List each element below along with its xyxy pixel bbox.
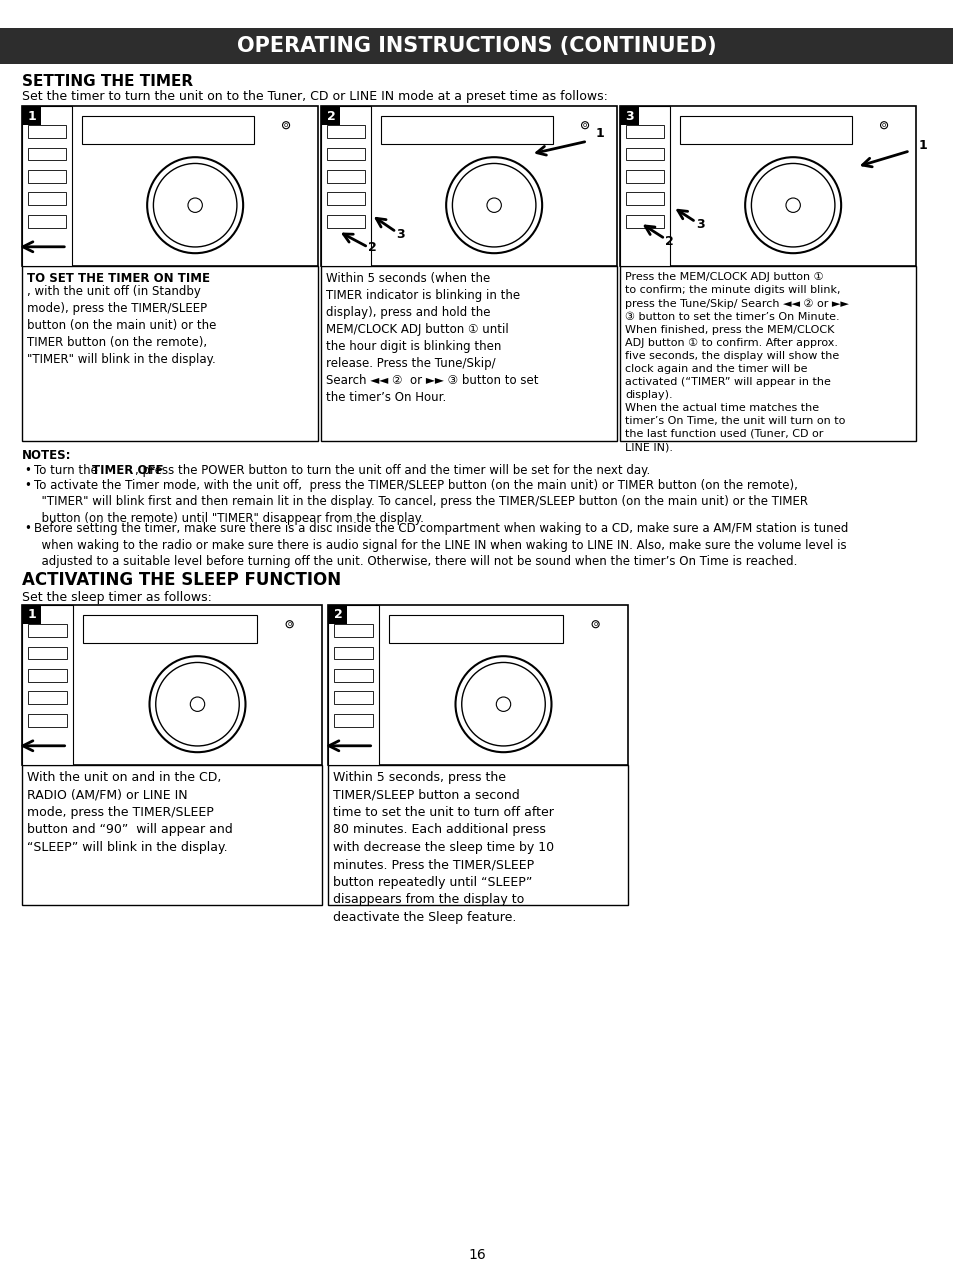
Text: OPERATING INSTRUCTIONS (CONTINUED): OPERATING INSTRUCTIONS (CONTINUED) xyxy=(237,36,716,56)
Bar xyxy=(619,106,670,266)
Text: 1: 1 xyxy=(917,139,926,151)
Text: TO SET THE TIMER ON TIME: TO SET THE TIMER ON TIME xyxy=(27,272,210,285)
Text: Set the sleep timer as follows:: Set the sleep timer as follows: xyxy=(22,591,212,604)
Bar xyxy=(389,614,562,644)
Text: NOTES:: NOTES: xyxy=(22,449,71,462)
Bar xyxy=(328,605,378,764)
Bar xyxy=(381,116,553,145)
Text: o: o xyxy=(593,621,598,627)
Bar xyxy=(327,215,365,228)
Bar xyxy=(22,106,317,266)
Bar xyxy=(625,170,663,183)
Text: o: o xyxy=(881,122,885,128)
Text: TIMER OFF: TIMER OFF xyxy=(91,464,163,477)
Bar xyxy=(625,148,663,160)
Bar xyxy=(625,125,663,137)
Bar xyxy=(334,625,373,637)
Bar xyxy=(625,192,663,205)
Text: To activate the Timer mode, with the unit off,  press the TIMER/SLEEP button (on: To activate the Timer mode, with the uni… xyxy=(34,480,807,525)
Bar xyxy=(327,148,365,160)
Bar xyxy=(327,125,365,137)
Text: 2: 2 xyxy=(664,235,673,248)
Text: •: • xyxy=(24,522,30,536)
Bar xyxy=(28,692,67,705)
Text: SETTING THE TIMER: SETTING THE TIMER xyxy=(22,74,193,89)
Text: 3: 3 xyxy=(625,109,634,122)
Text: 2: 2 xyxy=(368,242,376,254)
Bar xyxy=(28,192,66,205)
Bar xyxy=(334,669,373,682)
Bar xyxy=(28,714,67,726)
Bar xyxy=(23,605,41,625)
Bar xyxy=(23,107,41,125)
Text: Before setting the timer, make sure there is a disc inside the CD compartment wh: Before setting the timer, make sure ther… xyxy=(34,522,847,569)
Text: To turn the: To turn the xyxy=(34,464,102,477)
Text: , press the POWER button to turn the unit off and the timer will be set for the : , press the POWER button to turn the uni… xyxy=(134,464,649,477)
Bar xyxy=(28,646,67,659)
Bar xyxy=(625,215,663,228)
Bar xyxy=(334,714,373,726)
Bar xyxy=(22,266,317,441)
Bar xyxy=(28,215,66,228)
Text: 2: 2 xyxy=(334,608,342,622)
Bar xyxy=(327,192,365,205)
Bar xyxy=(22,605,322,764)
Text: o: o xyxy=(287,621,292,627)
Text: o: o xyxy=(284,122,288,128)
Text: ACTIVATING THE SLEEP FUNCTION: ACTIVATING THE SLEEP FUNCTION xyxy=(22,571,341,589)
Bar xyxy=(320,266,617,441)
Text: Within 5 seconds (when the
TIMER indicator is blinking in the
display), press an: Within 5 seconds (when the TIMER indicat… xyxy=(326,272,537,404)
Bar xyxy=(619,266,915,441)
Text: 3: 3 xyxy=(695,218,703,232)
Text: Within 5 seconds, press the
TIMER/SLEEP button a second
time to set the unit to : Within 5 seconds, press the TIMER/SLEEP … xyxy=(333,771,554,923)
Bar xyxy=(329,605,347,625)
Text: With the unit on and in the CD,
RADIO (AM/FM) or LINE IN
mode, press the TIMER/S: With the unit on and in the CD, RADIO (A… xyxy=(27,771,233,854)
Bar xyxy=(334,646,373,659)
Bar xyxy=(28,170,66,183)
Text: 1: 1 xyxy=(595,127,603,140)
Text: 1: 1 xyxy=(28,109,36,122)
Bar xyxy=(22,106,72,266)
Bar xyxy=(28,669,67,682)
Text: , with the unit off (in Standby
mode), press the TIMER/SLEEP
button (on the main: , with the unit off (in Standby mode), p… xyxy=(27,285,216,366)
Bar xyxy=(22,764,322,904)
Bar xyxy=(328,764,627,904)
Bar xyxy=(679,116,851,145)
Bar xyxy=(320,106,371,266)
Bar xyxy=(619,106,915,266)
Bar xyxy=(334,692,373,705)
Bar xyxy=(328,605,627,764)
Bar xyxy=(322,107,339,125)
Text: 3: 3 xyxy=(395,228,405,240)
Bar xyxy=(0,28,953,64)
Text: 16: 16 xyxy=(468,1248,485,1262)
Bar xyxy=(28,125,66,137)
Text: 1: 1 xyxy=(28,608,36,622)
Bar xyxy=(620,107,639,125)
Bar xyxy=(22,605,73,764)
Text: o: o xyxy=(582,122,586,128)
Text: •: • xyxy=(24,464,30,477)
Bar xyxy=(327,170,365,183)
Bar xyxy=(28,625,67,637)
Text: 2: 2 xyxy=(326,109,335,122)
Bar xyxy=(320,106,617,266)
Text: •: • xyxy=(24,480,30,492)
Text: Set the timer to turn the unit on to the Tuner, CD or LINE IN mode at a preset t: Set the timer to turn the unit on to the… xyxy=(22,90,607,103)
Bar xyxy=(82,116,253,145)
Bar xyxy=(83,614,257,644)
Bar xyxy=(28,148,66,160)
Text: Press the MEM/CLOCK ADJ button ①
to confirm; the minute digits will blink,
press: Press the MEM/CLOCK ADJ button ① to conf… xyxy=(624,272,848,452)
